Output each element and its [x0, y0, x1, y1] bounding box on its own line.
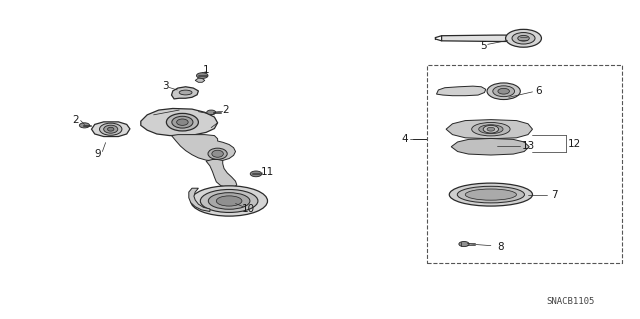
Polygon shape [92, 122, 130, 137]
Ellipse shape [457, 186, 525, 203]
Text: 2: 2 [222, 105, 228, 115]
Polygon shape [451, 138, 529, 155]
Text: 2: 2 [72, 115, 79, 125]
Ellipse shape [100, 123, 122, 135]
Text: 6: 6 [536, 86, 542, 96]
Circle shape [493, 86, 515, 97]
Ellipse shape [216, 196, 242, 206]
Ellipse shape [172, 116, 193, 128]
Circle shape [196, 73, 208, 78]
Polygon shape [195, 78, 205, 82]
Circle shape [207, 110, 216, 115]
Polygon shape [206, 160, 237, 188]
Polygon shape [189, 188, 210, 211]
Text: 4: 4 [401, 134, 408, 144]
Text: 10: 10 [242, 204, 255, 214]
Ellipse shape [166, 113, 198, 131]
Circle shape [498, 88, 509, 94]
Circle shape [487, 127, 495, 131]
Circle shape [459, 241, 469, 247]
Circle shape [79, 123, 90, 128]
Text: SNACB1105: SNACB1105 [547, 297, 595, 306]
Text: 5: 5 [480, 41, 486, 51]
Ellipse shape [479, 125, 503, 134]
Ellipse shape [191, 186, 268, 216]
Text: 8: 8 [497, 241, 504, 252]
Ellipse shape [108, 127, 114, 131]
Ellipse shape [104, 125, 118, 133]
Circle shape [512, 33, 535, 44]
Circle shape [506, 29, 541, 47]
Bar [427, 65, 622, 263]
Ellipse shape [449, 183, 532, 206]
Ellipse shape [200, 189, 258, 212]
Polygon shape [172, 135, 236, 161]
Circle shape [483, 125, 499, 133]
Polygon shape [442, 35, 512, 41]
Circle shape [518, 35, 529, 41]
Text: 7: 7 [552, 189, 558, 200]
Ellipse shape [472, 122, 510, 136]
Text: 9: 9 [94, 149, 100, 159]
Text: 11: 11 [261, 167, 274, 177]
Text: 13: 13 [522, 141, 534, 151]
Ellipse shape [209, 193, 250, 209]
Polygon shape [436, 86, 486, 96]
Text: 3: 3 [162, 81, 168, 91]
Circle shape [250, 171, 262, 177]
Ellipse shape [212, 150, 223, 157]
Polygon shape [446, 120, 532, 139]
Circle shape [487, 83, 520, 100]
Text: 1: 1 [203, 65, 209, 75]
Ellipse shape [179, 90, 192, 95]
Text: 12: 12 [568, 138, 580, 149]
Ellipse shape [465, 189, 516, 200]
Polygon shape [141, 108, 218, 136]
Ellipse shape [177, 119, 188, 125]
Ellipse shape [208, 148, 227, 160]
Polygon shape [172, 87, 198, 99]
